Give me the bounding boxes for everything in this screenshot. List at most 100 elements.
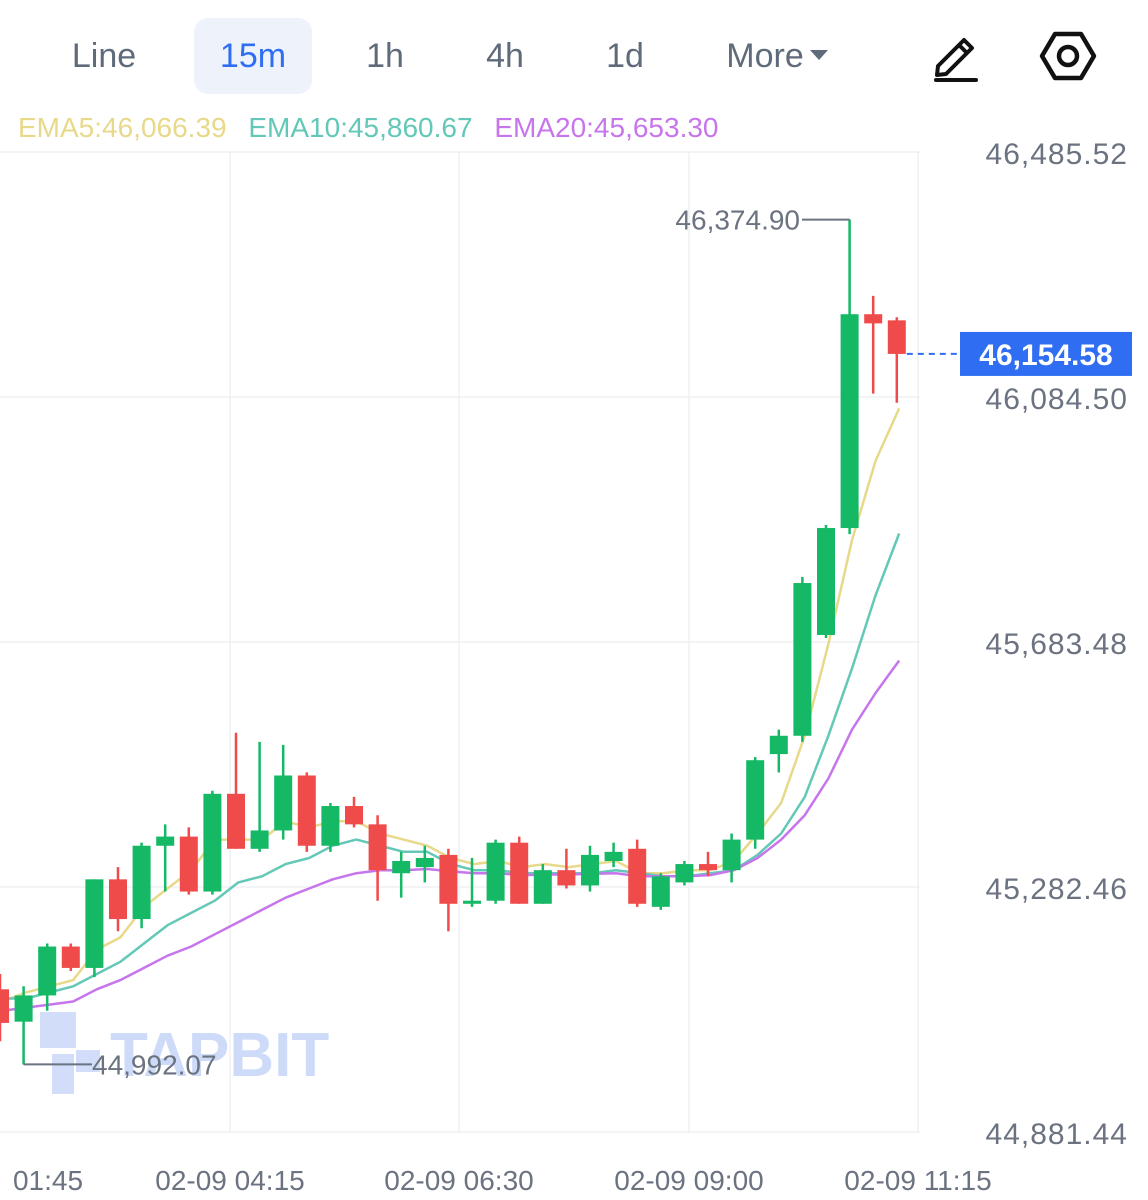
candle <box>746 757 765 849</box>
candle <box>415 845 434 883</box>
candle-body <box>887 320 906 354</box>
candle <box>864 295 883 394</box>
price-tick-label: 46,084.50 <box>986 383 1128 416</box>
current-price-tag <box>960 331 1132 376</box>
candle-body <box>345 806 363 825</box>
candle-body <box>486 842 505 901</box>
time-tick-label: 02-09 04:15 <box>155 1165 304 1196</box>
candle <box>557 848 576 889</box>
candle <box>227 732 245 849</box>
candle-body <box>274 775 293 831</box>
candle-body <box>109 879 127 920</box>
candle-body <box>38 946 57 996</box>
candle <box>651 873 670 910</box>
watermark-text: TAPBIT <box>110 1021 329 1090</box>
settings-hexagon-icon[interactable] <box>1038 26 1098 86</box>
candle-body <box>415 857 434 868</box>
candle-body <box>156 836 175 846</box>
price-tick-label: 44,881.44 <box>986 1118 1128 1151</box>
time-tick-label: 02-09 06:30 <box>384 1165 533 1196</box>
current-price-label: 46,154.58 <box>979 339 1112 372</box>
tab-1h[interactable]: 1h <box>366 37 404 75</box>
candle-body <box>793 583 812 736</box>
candle <box>14 986 33 1065</box>
candle-body <box>0 989 9 1023</box>
candle <box>486 839 505 904</box>
candle <box>840 219 859 535</box>
candle <box>345 796 363 828</box>
candle <box>510 836 529 904</box>
candle-body <box>675 864 694 883</box>
more-dropdown[interactable]: More <box>712 18 842 94</box>
candle-body <box>651 876 670 907</box>
candle <box>321 802 340 852</box>
ema-line-ema10 <box>2 533 901 1000</box>
tab-line[interactable]: Line <box>71 37 137 75</box>
candle <box>604 842 623 868</box>
candle-body <box>321 806 340 846</box>
watermark-logo-block <box>40 1012 76 1048</box>
tab-15m[interactable]: 15m <box>194 18 312 94</box>
candle-body <box>581 854 599 886</box>
candle <box>132 842 151 929</box>
candle <box>250 741 269 852</box>
candle-body <box>628 848 647 904</box>
low-marker-label: 44,992.07 <box>92 1049 217 1080</box>
candles <box>0 219 906 1065</box>
candle <box>628 839 647 907</box>
candle <box>817 524 835 639</box>
candle <box>85 879 104 978</box>
candle <box>0 974 9 1042</box>
candle <box>722 833 741 883</box>
candle <box>463 857 481 907</box>
candle <box>109 867 127 932</box>
candle <box>156 824 175 892</box>
candle <box>699 851 717 877</box>
price-tick-label: 45,282.46 <box>986 873 1128 906</box>
candle-body <box>864 314 883 324</box>
time-tick-label: 01:45 <box>13 1165 83 1196</box>
candle <box>533 864 552 904</box>
tab-1d[interactable]: 1d <box>606 37 644 75</box>
candle-body <box>132 845 151 920</box>
candle <box>297 772 316 852</box>
candle <box>439 848 458 932</box>
candle <box>392 851 411 898</box>
candle <box>38 943 57 1011</box>
chart-grid <box>0 151 920 1133</box>
candle-body <box>439 854 458 904</box>
candle-body <box>368 824 387 871</box>
candle <box>274 744 293 840</box>
candle-body <box>227 793 245 849</box>
candle <box>61 943 80 971</box>
pencil-icon[interactable] <box>926 26 986 86</box>
more-label: More <box>726 37 804 75</box>
ema10-value: EMA10:45,860.67 <box>248 112 473 143</box>
ema-line-ema20 <box>2 659 901 1012</box>
time-tick-label: 02-09 09:00 <box>614 1165 763 1196</box>
price-tick-label: 46,485.52 <box>986 138 1128 171</box>
candle-body <box>85 879 104 968</box>
time-tick-label: 02-09 11:15 <box>844 1165 991 1196</box>
candle <box>368 815 387 901</box>
candle <box>581 845 599 892</box>
watermark-logo-block <box>52 1054 74 1094</box>
candle <box>887 317 906 403</box>
ema-lines <box>1 407 901 1012</box>
candle-body <box>604 851 623 862</box>
candle <box>179 827 198 895</box>
watermark-logo-block <box>76 1050 100 1072</box>
candle-body <box>61 946 80 968</box>
candle-body <box>392 861 411 874</box>
high-marker-label: 46,374.90 <box>675 205 800 236</box>
candle-body <box>817 528 835 635</box>
axes: 46,485.52 46,084.50 45,683.48 45,282.46 44,8… <box>13 138 1128 1196</box>
price-markers: 46,374.90 44,992.07 46,154.58 <box>23 205 1132 1080</box>
ema-legend: EMA5:46,066.39 EMA10:45,860.67 EMA20:45,… <box>18 112 733 144</box>
candle-body <box>510 842 529 904</box>
candle-body <box>14 995 33 1022</box>
candle <box>769 729 788 773</box>
tab-4h[interactable]: 4h <box>486 37 524 75</box>
candle-body <box>840 314 859 529</box>
